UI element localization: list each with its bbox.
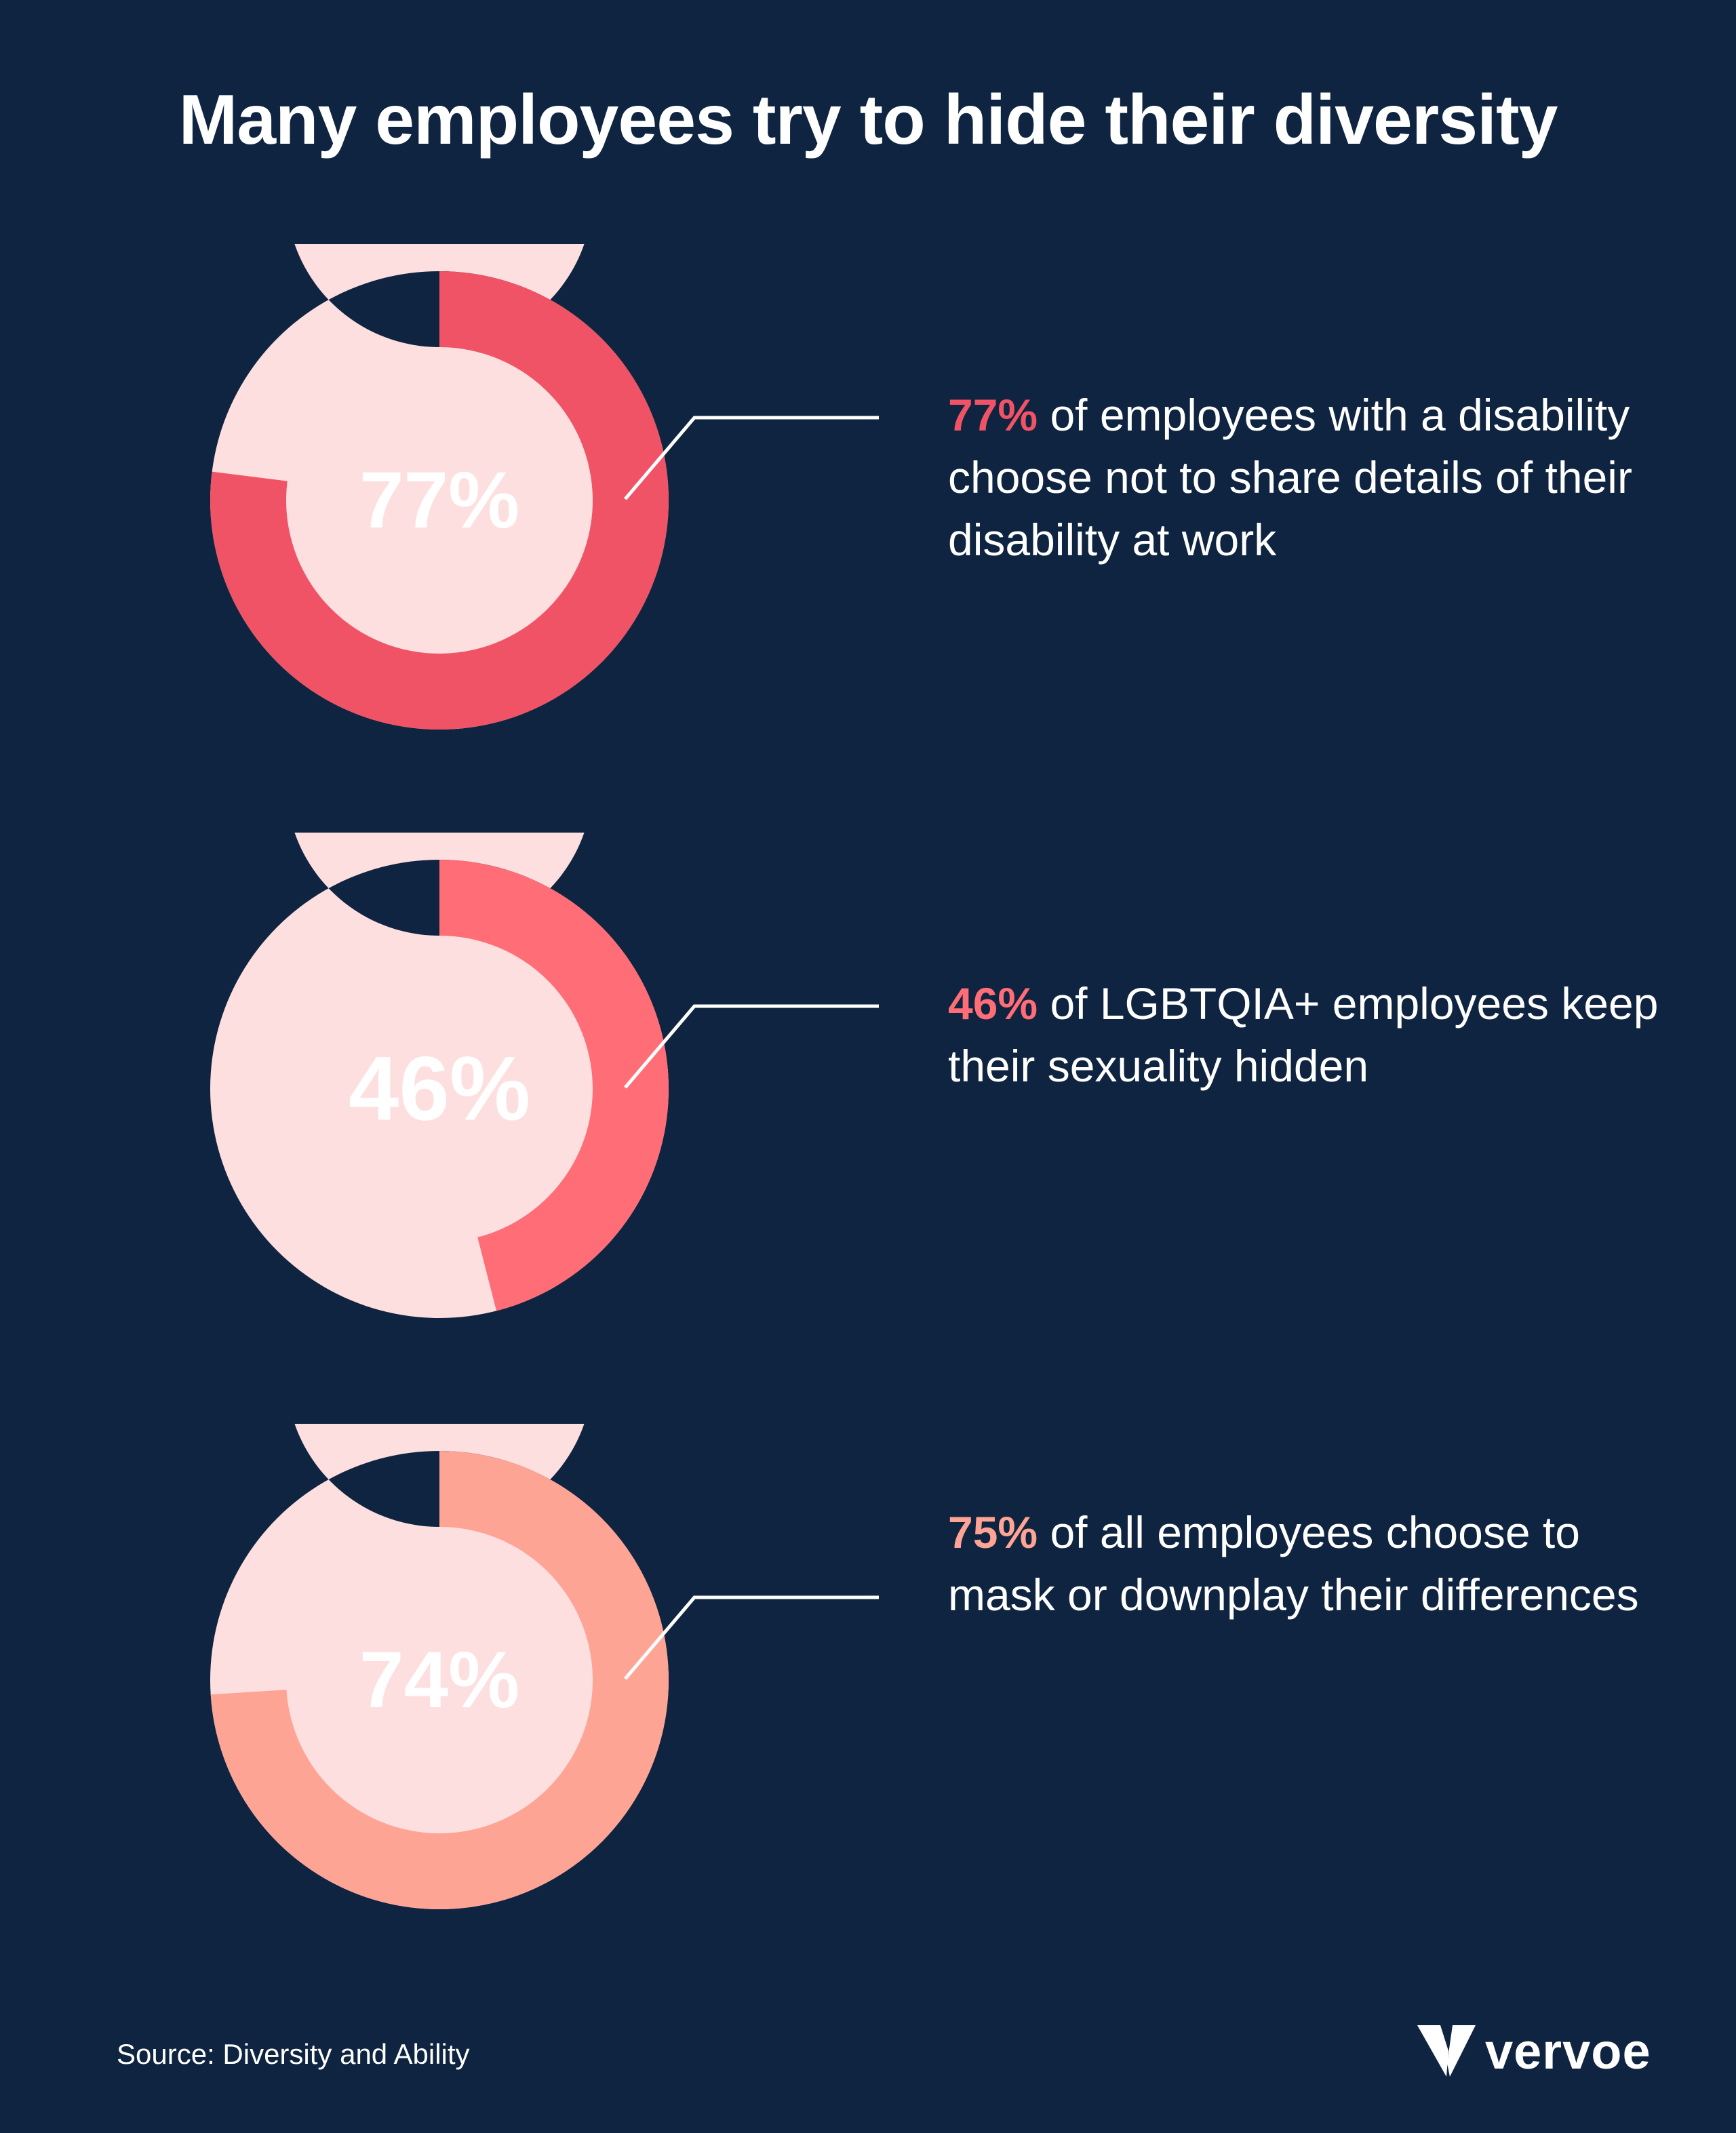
stat-caption-text: of employees with a disability choose no… — [948, 390, 1632, 565]
stat-caption-3: 75% of all employees choose to mask or d… — [948, 1501, 1694, 1626]
stat-caption-2: 46% of LGBTQIA+ employees keep their sex… — [948, 972, 1694, 1097]
donut-value-arc — [210, 1451, 669, 1909]
vervoe-logo: vervoe — [1417, 2020, 1651, 2081]
connector-line — [624, 1595, 879, 1680]
source-note: Source: Diversity and Ability — [117, 2038, 470, 2070]
vervoe-v-icon — [1417, 2025, 1476, 2077]
stat-caption-pct: 75% — [948, 1507, 1038, 1557]
donut-center-label: 74% — [359, 1635, 519, 1725]
stat-caption-1: 77% of employees with a disability choos… — [948, 384, 1694, 571]
page-title: Many employees try to hide their diversi… — [178, 81, 1558, 159]
donut-center-label: 77% — [359, 456, 519, 545]
donut-chart-2: 46% — [210, 833, 879, 1318]
stat-caption-text: of all employees choose to mask or downp… — [948, 1507, 1639, 1620]
donut-center-label: 46% — [349, 1039, 530, 1140]
connector-line — [624, 416, 879, 500]
stat-caption-text: of LGBTQIA+ employees keep their sexuali… — [948, 978, 1659, 1091]
donut-value-arc — [439, 860, 669, 1311]
donut-chart-1: 77% — [210, 244, 879, 730]
logo-wordmark: vervoe — [1485, 2022, 1651, 2079]
stat-caption-pct: 77% — [948, 390, 1038, 440]
stat-caption-pct: 46% — [948, 978, 1038, 1029]
donut-chart-3: 74% — [210, 1424, 879, 1909]
donut-value-arc — [210, 271, 669, 730]
connector-line — [624, 1004, 879, 1089]
